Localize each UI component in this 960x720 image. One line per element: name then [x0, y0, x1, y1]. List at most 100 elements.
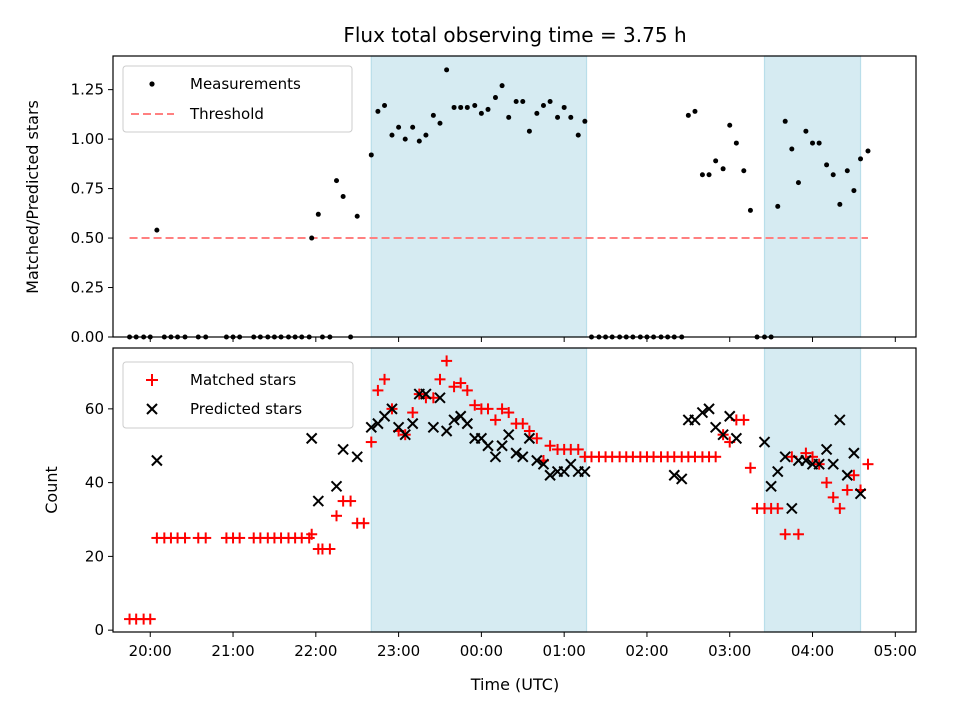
predicted-star-point [779, 451, 791, 463]
matched-star-point [772, 502, 784, 514]
x-axis-label: Time (UTC) [470, 675, 559, 694]
measurement-point [430, 112, 436, 118]
predicted-star-point [489, 451, 502, 463]
predicted-star-point [502, 428, 515, 441]
matched-star-point [455, 377, 467, 389]
matched-star-point [834, 502, 846, 514]
measurement-point [451, 104, 457, 110]
x-tick-label: 01:00 [543, 642, 586, 660]
matched-star-point [531, 432, 543, 444]
measurement-point [727, 122, 733, 128]
predicted-star-point [676, 473, 688, 485]
matched-star-point [469, 399, 481, 411]
matched-star-point [792, 528, 804, 540]
legend-label-threshold: Threshold [189, 105, 264, 123]
predicted-star-point [461, 417, 474, 430]
top-panel-x-ticks [149, 337, 896, 342]
measurement-point [844, 168, 850, 174]
predicted-star-point [786, 502, 798, 515]
measurement-point [865, 148, 871, 154]
legend-label-predicted-stars: Predicted stars [190, 400, 302, 418]
top-panel-shaded-spans [370, 55, 862, 338]
y-tick-label: 1.00 [71, 130, 104, 148]
measurement-point [154, 227, 160, 233]
measurement-point [402, 136, 408, 142]
measurement-point [775, 203, 781, 209]
predicted-star-point [820, 443, 833, 456]
predicted-star-point [337, 443, 349, 456]
predicted-star-point [440, 425, 453, 437]
measurement-point [315, 211, 321, 217]
predicted-star-point [312, 495, 325, 507]
measurement-point [499, 83, 505, 89]
bottom-panel-y-axis-label: Count [42, 466, 61, 514]
measurement-point [437, 120, 443, 126]
measurement-point [789, 146, 795, 152]
y-tick-label: 0.50 [71, 229, 104, 247]
measurement-point [340, 194, 346, 199]
measurement-point [334, 178, 340, 184]
measurement-point [423, 132, 429, 138]
measurement-point [444, 67, 450, 73]
predicted-star-point [834, 414, 846, 426]
predicted-star-point [399, 428, 411, 441]
measurement-point [720, 166, 726, 172]
measurement-point [513, 99, 519, 105]
top-panel-legend: Measurements Threshold [122, 65, 353, 133]
bottom-panel-legend: Matched stars Predicted stars [122, 361, 354, 429]
measurement-point [375, 108, 381, 114]
matched-star-point [372, 384, 384, 396]
y-tick-label: 60 [85, 400, 104, 418]
measurement-point [506, 114, 512, 120]
x-tick-label: 20:00 [129, 642, 172, 660]
measurement-point [354, 213, 360, 219]
matched-star-point [862, 458, 874, 470]
measurement-point [795, 180, 801, 186]
matched-star-point [821, 477, 833, 489]
matched-star-point [379, 373, 391, 385]
matched-star-point [517, 418, 529, 430]
predicted-star-point [668, 469, 680, 481]
measurement-point [803, 128, 809, 134]
measurement-point [851, 188, 857, 194]
predicted-star-point [517, 451, 529, 463]
predicted-star-point [800, 454, 812, 467]
matched-star-point [489, 414, 501, 426]
predicted-star-point [827, 458, 839, 470]
predicted-star-point [724, 410, 736, 422]
measurement-point [741, 168, 747, 174]
measurement-point [309, 235, 315, 241]
matched-star-point [523, 425, 535, 437]
matched-star-point [306, 528, 318, 540]
measurement-point [368, 152, 374, 158]
predicted-star-point [448, 414, 460, 426]
measurement-point [685, 112, 691, 118]
legend-marker-measurements [149, 81, 155, 87]
matched-star-point [848, 469, 860, 481]
predicted-star-point [482, 440, 494, 452]
predicted-star-point [420, 388, 432, 400]
predicted-star-point [330, 480, 343, 493]
predicted-star-point [151, 454, 163, 467]
measurement-point [713, 158, 719, 164]
predicted-star-point [841, 469, 853, 481]
legend-label-measurements: Measurements [190, 75, 301, 93]
predicted-stars-points [151, 388, 867, 515]
predicted-star-point [523, 432, 536, 445]
predicted-star-point [579, 465, 591, 478]
matched-star-point [448, 381, 460, 393]
matched-star-point [407, 407, 419, 419]
measurement-point [458, 104, 464, 110]
x-tick-label: 21:00 [211, 642, 254, 660]
bottom-panel-x-ticks: 20:00 21:00 22:00 23:00 00:00 01:00 02:00 03:00… [129, 632, 917, 660]
predicted-star-point [351, 451, 363, 463]
measurement-point [464, 104, 470, 110]
measurement-point [526, 128, 532, 134]
measurement-point [416, 138, 422, 144]
matched-star-point [738, 414, 750, 426]
measurement-point [396, 124, 402, 130]
x-tick-label: 03:00 [708, 642, 751, 660]
matched-star-point [841, 484, 853, 496]
predicted-star-point [427, 421, 440, 434]
x-tick-label: 02:00 [625, 642, 668, 660]
